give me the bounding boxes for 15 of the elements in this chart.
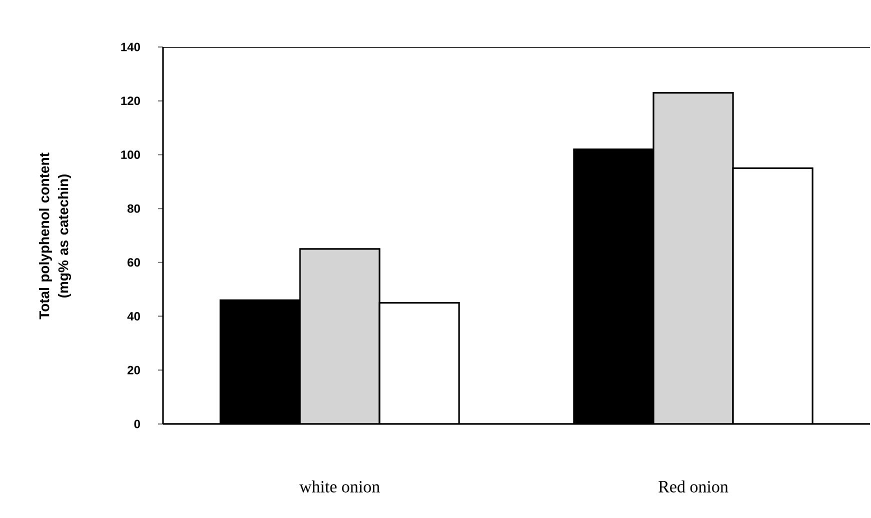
y-tick-label: 100 (121, 150, 140, 159)
bar (732, 167, 814, 424)
y-axis-title: Total polyphenol content (mg% as catechin) (38, 152, 72, 320)
bar (652, 92, 734, 424)
x-tick-label: white onion (299, 480, 380, 492)
y-tick-label: 40 (127, 312, 140, 321)
bar (299, 248, 380, 424)
y-tick-label: 140 (121, 42, 140, 52)
y-tick-label: 120 (121, 96, 140, 106)
x-tick-label: Red onion (658, 480, 728, 492)
y-tick-label: 80 (128, 204, 140, 213)
y-tick-label: 0 (134, 420, 140, 428)
y-tick-label: 20 (128, 366, 140, 374)
y-tick-label: 60 (128, 258, 140, 267)
bar (378, 302, 460, 424)
